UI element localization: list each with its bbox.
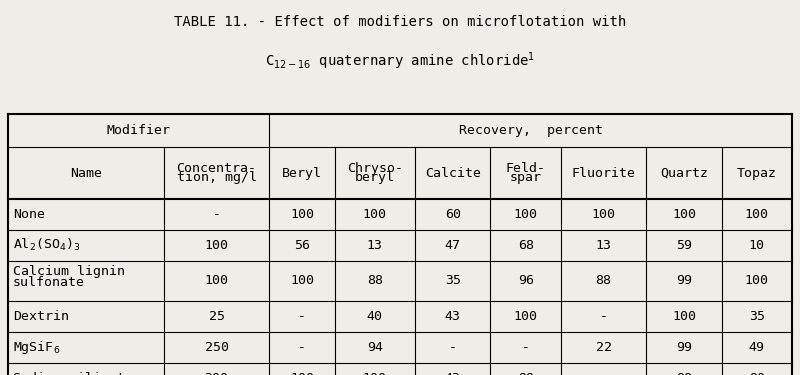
Text: TABLE 11. - Effect of modifiers on microflotation with: TABLE 11. - Effect of modifiers on micro… (174, 15, 626, 29)
Text: -: - (449, 341, 457, 354)
Text: 100: 100 (290, 208, 314, 221)
Text: 100: 100 (672, 310, 696, 323)
Text: 35: 35 (749, 310, 765, 323)
Text: Sodium silicate: Sodium silicate (13, 372, 133, 375)
Text: Calcium lignin: Calcium lignin (13, 266, 125, 279)
Text: 300: 300 (205, 372, 229, 375)
Text: 56: 56 (294, 239, 310, 252)
Text: 35: 35 (445, 274, 461, 287)
Text: beryl: beryl (355, 171, 395, 184)
Text: 250: 250 (205, 341, 229, 354)
Text: 88: 88 (367, 274, 383, 287)
Text: sulfonate: sulfonate (13, 276, 85, 289)
Text: -: - (298, 310, 306, 323)
Text: 98: 98 (676, 372, 692, 375)
Text: -: - (298, 341, 306, 354)
Text: spar: spar (510, 171, 542, 184)
Text: 100: 100 (290, 372, 314, 375)
Text: 88: 88 (595, 274, 611, 287)
Text: Quartz: Quartz (660, 167, 708, 180)
Text: -: - (522, 341, 530, 354)
Text: 96: 96 (518, 274, 534, 287)
Text: Modifier: Modifier (106, 124, 170, 137)
Text: 99: 99 (676, 274, 692, 287)
Text: C$_{12-16}$ quaternary amine chloride$^1$: C$_{12-16}$ quaternary amine chloride$^1… (265, 51, 535, 72)
Text: 94: 94 (367, 341, 383, 354)
Text: -: - (599, 310, 607, 323)
Text: Recovery,  percent: Recovery, percent (458, 124, 602, 137)
Text: 100: 100 (672, 208, 696, 221)
Text: 100: 100 (205, 274, 229, 287)
Text: Topaz: Topaz (737, 167, 777, 180)
Text: Concentra-: Concentra- (177, 162, 257, 175)
Text: Name: Name (70, 167, 102, 180)
Text: 40: 40 (367, 310, 383, 323)
Text: 47: 47 (445, 239, 461, 252)
Text: 99: 99 (676, 341, 692, 354)
Text: 49: 49 (749, 341, 765, 354)
Text: -: - (599, 372, 607, 375)
Text: 99: 99 (518, 372, 534, 375)
Text: 100: 100 (514, 208, 538, 221)
Text: Calcite: Calcite (425, 167, 481, 180)
Text: 25: 25 (209, 310, 225, 323)
Text: MgSiF$_6$: MgSiF$_6$ (13, 339, 60, 356)
Text: 13: 13 (595, 239, 611, 252)
Text: None: None (13, 208, 45, 221)
Text: Al$_2$(SO$_4$)$_3$: Al$_2$(SO$_4$)$_3$ (13, 237, 81, 253)
Text: 100: 100 (363, 372, 387, 375)
Text: Dextrin: Dextrin (13, 310, 69, 323)
Text: 59: 59 (676, 239, 692, 252)
Text: 60: 60 (445, 208, 461, 221)
Text: 100: 100 (745, 208, 769, 221)
Text: 100: 100 (514, 310, 538, 323)
Text: 90: 90 (749, 372, 765, 375)
Text: tion, mg/l: tion, mg/l (177, 171, 257, 184)
Text: 68: 68 (518, 239, 534, 252)
Text: 100: 100 (591, 208, 615, 221)
Text: 100: 100 (363, 208, 387, 221)
Text: 43: 43 (445, 372, 461, 375)
Text: -: - (213, 208, 221, 221)
Text: 100: 100 (205, 239, 229, 252)
Text: 100: 100 (290, 274, 314, 287)
Text: Fluorite: Fluorite (571, 167, 635, 180)
Text: 43: 43 (445, 310, 461, 323)
Text: 22: 22 (595, 341, 611, 354)
Text: Feld-: Feld- (506, 162, 546, 175)
Text: 13: 13 (367, 239, 383, 252)
Text: Chryso-: Chryso- (347, 162, 403, 175)
Text: Beryl: Beryl (282, 167, 322, 180)
Text: 10: 10 (749, 239, 765, 252)
Text: 100: 100 (745, 274, 769, 287)
